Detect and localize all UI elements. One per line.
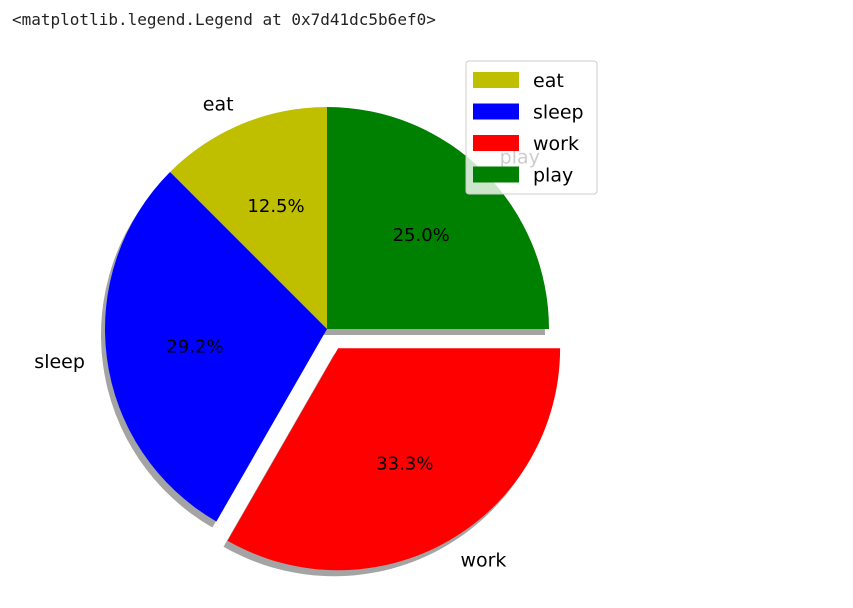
pie-slice-eat: [170, 107, 327, 329]
pie-slices: [104, 107, 561, 571]
pie-category-label-eat: eat: [203, 93, 234, 115]
legend-swatch-sleep: [473, 103, 519, 120]
legend-frame: [465, 60, 598, 195]
pie-percent-label-eat: 12.5%: [247, 196, 304, 217]
legend-swatch-eat: [473, 72, 519, 88]
pie-category-label-work: work: [460, 550, 506, 572]
legend-label-play: play: [533, 165, 573, 187]
pie-category-label-sleep: sleep: [34, 351, 85, 373]
pie-percent-label-work: 33.3%: [376, 453, 433, 474]
pie-slice-work: [227, 348, 561, 571]
output-repr-text: <matplotlib.legend.Legend at 0x7d41dc5b6…: [12, 10, 436, 29]
pie-percent-label-play: 25.0%: [393, 225, 450, 246]
legend-label-sleep: sleep: [533, 102, 584, 124]
pie-percent-label-sleep: 29.2%: [166, 337, 223, 358]
legend: eat sleep work play: [465, 60, 598, 195]
pie-slice-play: [327, 107, 549, 329]
legend-label-eat: eat: [533, 70, 564, 92]
legend-label-work: work: [533, 133, 579, 155]
legend-swatch-play: [473, 166, 519, 183]
legend-swatch-work: [473, 135, 519, 151]
pie-slice-sleep: [104, 172, 327, 522]
